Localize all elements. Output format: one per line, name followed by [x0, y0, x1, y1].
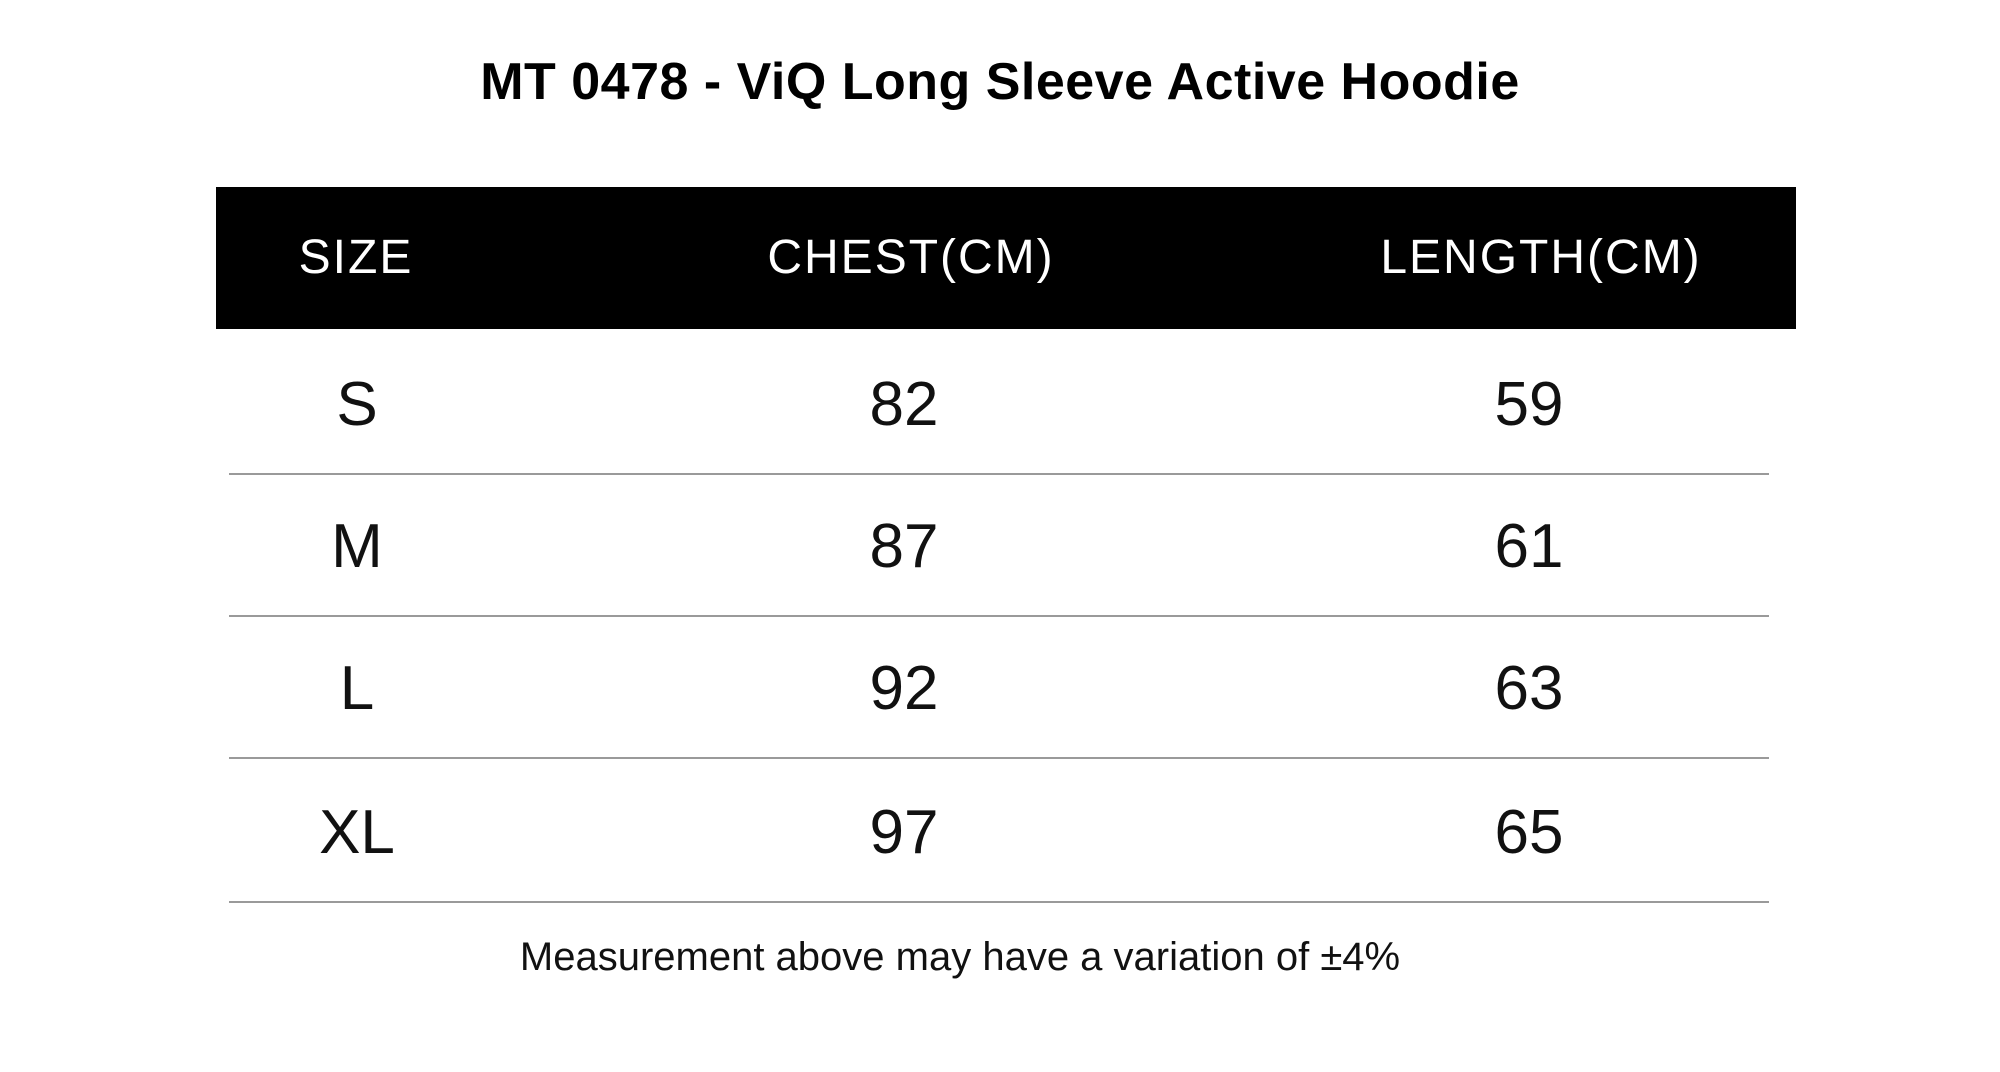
table-row: XL 97 65 [229, 763, 1769, 903]
chest-cell: 92 [869, 654, 939, 723]
measurement-note: Measurement above may have a variation o… [519, 935, 1401, 979]
chest-cell: 87 [869, 512, 939, 581]
size-cell: L [339, 654, 375, 723]
length-cell: 59 [1494, 370, 1564, 439]
row-divider [229, 901, 1769, 903]
chest-cell: 97 [869, 798, 939, 867]
row-divider [229, 473, 1769, 475]
page-title: MT 0478 - ViQ Long Sleeve Active Hoodie [480, 53, 1520, 111]
length-cell: 63 [1494, 654, 1564, 723]
size-cell: XL [319, 798, 395, 867]
table-header: SIZE CHEST(CM) LENGTH(CM) [216, 187, 1796, 329]
table-row: L 92 63 [229, 619, 1769, 759]
header-length: LENGTH(CM) [1380, 231, 1702, 284]
length-cell: 61 [1494, 512, 1564, 581]
size-cell: M [331, 512, 383, 581]
length-cell: 65 [1494, 798, 1564, 867]
row-divider [229, 615, 1769, 617]
chest-cell: 82 [869, 370, 939, 439]
header-size: SIZE [298, 231, 414, 284]
size-cell: S [336, 370, 378, 439]
table-row: S 82 59 [229, 335, 1769, 475]
row-divider [229, 757, 1769, 759]
header-chest: CHEST(CM) [767, 231, 1055, 284]
table-row: M 87 61 [229, 477, 1769, 617]
